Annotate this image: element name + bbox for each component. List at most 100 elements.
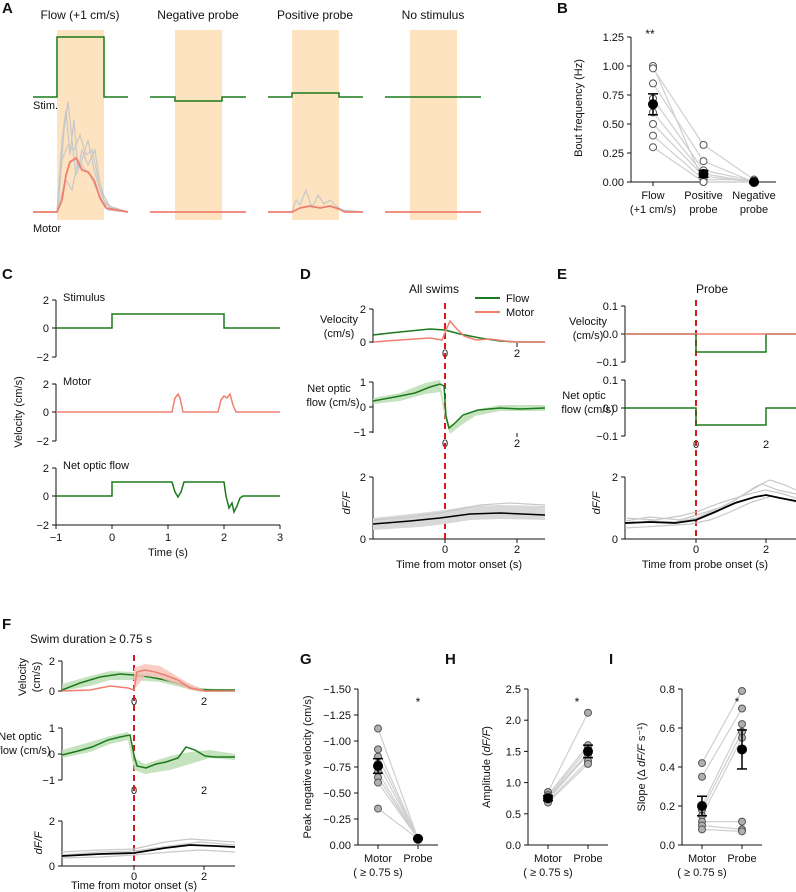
panel-e-ytick: 2 [612, 472, 618, 484]
panel-i-points [697, 686, 747, 836]
panel-f-ytick: 0 [49, 749, 55, 761]
panel-h-individual-lines [547, 712, 589, 803]
panel-f-y-label-velocity: Velocity [17, 658, 29, 696]
data-point [698, 825, 706, 834]
individual-line [547, 763, 589, 803]
panel-e: Probe 0.1 0.0 −0.1 0.1 0.0 −0.1 2 0 0 2 … [561, 282, 796, 571]
panel-g-ytick-label: −0.25 [323, 814, 351, 826]
data-point [374, 745, 382, 754]
panel-g-ytick-label: −0.50 [323, 788, 351, 800]
panel-c-net-optic-flow-trace [56, 481, 280, 515]
panel-i-ytick-label: 0.6 [660, 723, 675, 735]
panel-f-ytick: 2 [49, 816, 55, 828]
panel-d-dff-individual [372, 502, 546, 521]
panel-i-xtick-label: Probe [727, 853, 756, 865]
panel-f: Swim duration ≥ 0.75 s 2 0 1 0 −1 2 0 0 … [0, 632, 236, 892]
panel-f-dff-individual-3 [61, 849, 236, 859]
data-point [649, 64, 657, 73]
panel-h-xtick-label: Probe [573, 853, 602, 865]
individual-line [701, 828, 743, 832]
panel-d-dff-band [373, 505, 545, 530]
panel-c-xtick: 0 [109, 532, 115, 544]
individual-line [377, 728, 419, 839]
data-point [374, 804, 382, 813]
motor-trace-individual-flow-3 [33, 133, 129, 213]
panel-d-ytick: 0 [360, 402, 366, 414]
panel-letter-d: D [300, 266, 311, 283]
panel-b-ytick-label: 0.25 [603, 148, 624, 160]
panel-f-ytick: 0 [49, 686, 55, 698]
panel-f-y-label-dff: dF/F [33, 830, 45, 854]
panel-letter-h: H [445, 651, 456, 668]
panel-e-dff-individual-3 [624, 495, 796, 529]
panel-d-y-label-optic-flow: Net optic [307, 383, 351, 395]
panel-c-ytick: 0 [43, 491, 49, 503]
panel-c-ticks [52, 299, 281, 529]
panel-e-ytick: 0 [612, 534, 618, 546]
panel-c-ytick: −2 [36, 436, 49, 448]
panel-b-significance: ** [645, 27, 655, 41]
panel-b-xtick-label: Flow [641, 190, 664, 202]
mean-point [737, 744, 747, 755]
data-point [649, 79, 657, 88]
panel-d-title: All swims [409, 282, 459, 296]
stim-trace-flow [33, 36, 128, 98]
mean-point [698, 168, 709, 179]
panel-h-x-ticks: Motor ( ≥ 0.75 s)Probe [523, 845, 603, 879]
panel-d-y-label-dff: dF/F [341, 490, 353, 514]
panel-d-legend-motor: Motor [506, 307, 534, 319]
panel-a-title-positive-probe: Positive probe [277, 8, 353, 22]
panel-f-title: Swim duration ≥ 0.75 s [30, 632, 152, 646]
panel-i-ytick-label: 0.8 [660, 684, 675, 696]
panel-b-ytick-label: 0.00 [603, 177, 624, 189]
panel-d-xtick: 2 [514, 544, 520, 556]
data-point [738, 817, 746, 826]
data-point [649, 120, 657, 128]
panel-e-dff-mean [624, 494, 796, 524]
panel-c-ytick: −2 [36, 352, 49, 364]
data-point [374, 724, 382, 733]
panel-e-xtick: 0 [693, 544, 699, 556]
panel-letter-e: E [557, 266, 567, 283]
panel-c-ytick: −2 [36, 520, 49, 532]
panel-f-y-label-velocity-unit: (cm/s) [31, 662, 43, 693]
panel-g-ytick-label: −1.50 [323, 684, 351, 696]
panel-letter-b: B [557, 0, 568, 17]
panel-i-xtick-label: ( ≥ 0.75 s) [677, 867, 726, 879]
panel-c-subtitle-net-optic-flow: Net optic flow [63, 460, 129, 472]
panel-c-subtitle-motor: Motor [63, 376, 91, 388]
panel-d-velocity-motor-trace [372, 319, 545, 343]
panel-f-optic-flow-trace [61, 734, 235, 769]
panel-e-ytick: −0.1 [596, 357, 618, 369]
panel-e-dff-individual-2 [624, 489, 796, 521]
mean-point [648, 99, 658, 110]
panel-f-ytick: 2 [49, 656, 55, 668]
panel-g: −1.50 −1.25 −1.00 −0.75 −0.50 −0.25 0.00 Motor… [302, 684, 438, 879]
panel-h-ytick-label: 2.0 [506, 715, 521, 727]
panel-c-subtitle-stimulus: Stimulus [63, 292, 106, 304]
individual-line [547, 760, 589, 802]
panel-f-ytick: 1 [49, 723, 55, 735]
panel-c-ytick: 0 [43, 323, 49, 335]
stim-window-negative-probe [175, 30, 222, 220]
panel-f-velocity-motor-trace [61, 669, 235, 692]
individual-line [377, 763, 419, 840]
data-point [374, 778, 382, 787]
individual-line [377, 782, 419, 840]
panel-letter-f: F [2, 616, 11, 633]
panel-i-xtick-label: Motor [688, 853, 716, 865]
panel-f-xtick: 2 [201, 696, 207, 708]
panel-h-ytick-label: 1.5 [506, 746, 521, 758]
panel-d-xtick: 2 [514, 438, 520, 450]
panel-f-y-label-optic-flow-unit: flow (cm/s) [0, 745, 51, 757]
mean-point [413, 833, 423, 844]
data-point [698, 772, 706, 781]
individual-line [547, 712, 589, 793]
panel-d-y-label-optic-flow-unit: flow (cm/s) [306, 397, 359, 409]
panel-c-xtick: −1 [50, 532, 63, 544]
panel-h-ytick-label: 0.0 [506, 840, 521, 852]
panel-c-x-label: Time (s) [148, 547, 188, 559]
individual-line [701, 737, 743, 817]
